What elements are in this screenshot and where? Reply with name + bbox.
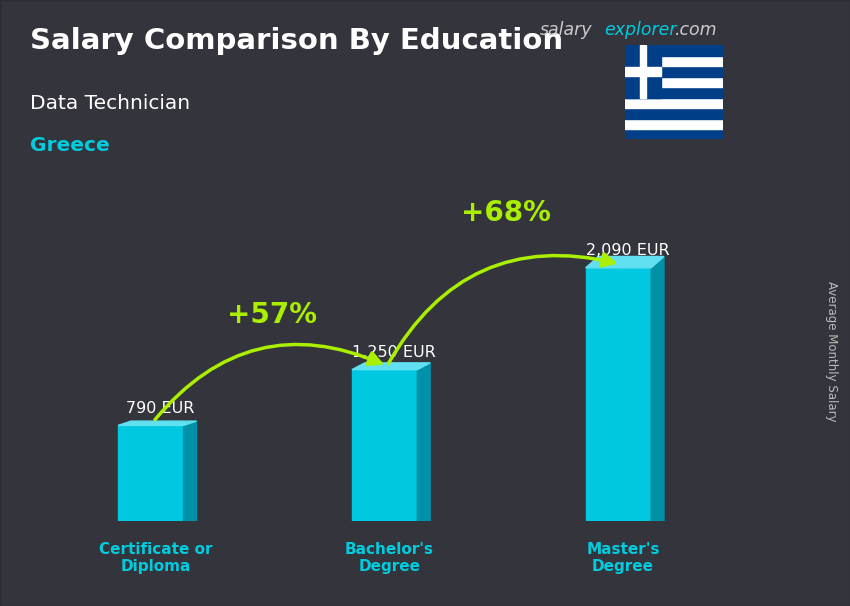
Polygon shape: [586, 256, 664, 268]
Bar: [625, 56, 722, 66]
Polygon shape: [352, 370, 417, 521]
Text: 2,090 EUR: 2,090 EUR: [586, 243, 670, 258]
Text: Greece: Greece: [30, 136, 110, 155]
Bar: [625, 98, 722, 108]
Polygon shape: [118, 421, 196, 425]
Text: Certificate or
Diploma: Certificate or Diploma: [99, 542, 212, 574]
Bar: [625, 108, 722, 119]
Bar: [625, 66, 722, 77]
Text: 790 EUR: 790 EUR: [126, 401, 195, 416]
Polygon shape: [184, 421, 196, 521]
Text: explorer: explorer: [604, 21, 677, 39]
Bar: [639, 45, 646, 98]
Polygon shape: [651, 256, 664, 521]
Text: Average Monthly Salary: Average Monthly Salary: [825, 281, 838, 422]
Text: +57%: +57%: [228, 301, 317, 329]
Bar: [625, 119, 722, 129]
Text: Master's
Degree: Master's Degree: [586, 542, 660, 574]
Bar: [625, 45, 661, 98]
Polygon shape: [118, 425, 184, 521]
Bar: [625, 77, 722, 87]
Bar: [625, 45, 722, 56]
Polygon shape: [586, 268, 651, 521]
Text: Bachelor's
Degree: Bachelor's Degree: [345, 542, 434, 574]
Bar: [625, 87, 722, 98]
Bar: [625, 67, 661, 76]
Bar: [625, 129, 722, 139]
Polygon shape: [352, 363, 430, 370]
Text: +68%: +68%: [462, 199, 551, 227]
Text: salary: salary: [540, 21, 592, 39]
Text: Salary Comparison By Education: Salary Comparison By Education: [30, 27, 563, 55]
Text: Data Technician: Data Technician: [30, 94, 190, 113]
Text: .com: .com: [675, 21, 717, 39]
Polygon shape: [417, 363, 430, 521]
Text: 1,250 EUR: 1,250 EUR: [352, 345, 436, 360]
